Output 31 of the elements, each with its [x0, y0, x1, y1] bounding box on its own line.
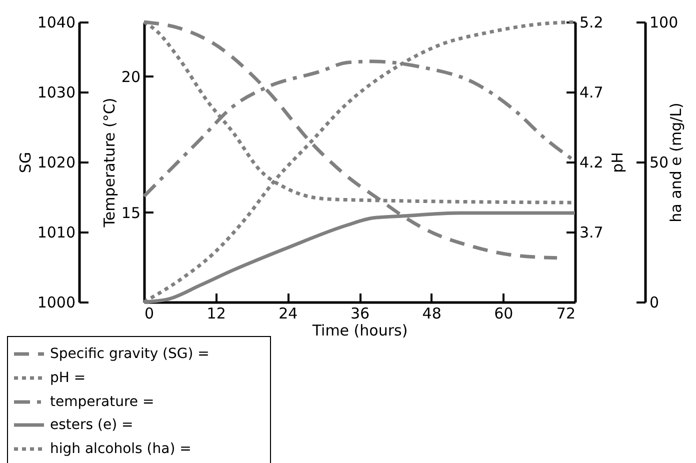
x-tick-label: 12: [206, 304, 226, 322]
y-axis-title: ha and e (mg/L): [667, 102, 686, 222]
x-tick-label: 72: [556, 304, 576, 322]
legend-label: esters (e) =: [50, 417, 134, 433]
y3-tick-label: 1030: [37, 84, 76, 102]
y2-tick-label: 4.7: [580, 84, 604, 102]
y-tick-label: 100: [650, 14, 678, 32]
x-tick-label: 60: [494, 304, 514, 322]
y3-axis-title: SG: [16, 152, 34, 174]
y3-tick-label: 1040: [37, 14, 76, 32]
y3-tick-label: 1010: [37, 224, 76, 242]
legend-label: Specific gravity (SG) =: [50, 346, 210, 362]
y-axis-title: Temperature (°C): [100, 98, 118, 228]
x-tick-label: 24: [278, 304, 298, 322]
y-tick-label: 0: [650, 294, 660, 312]
x-tick-label: 36: [350, 304, 370, 322]
y3-tick-label: 1020: [37, 154, 76, 172]
y2-tick-label: 5.2: [580, 14, 604, 32]
y-tick-label: 50: [650, 154, 669, 172]
y2-tick-label: 4.2: [580, 154, 604, 172]
x-tick-label: 0: [144, 304, 154, 322]
x-tick-label: 48: [422, 304, 442, 322]
legend-label: pH =: [50, 370, 86, 386]
x-axis-title: Time (hours): [311, 322, 408, 340]
y-tick-label: 20: [121, 68, 140, 86]
legend-label: temperature =: [50, 394, 154, 410]
legend-label: high alcohols (ha) =: [50, 441, 192, 457]
y3-tick-label: 1000: [37, 294, 76, 312]
y-tick-label: 15: [121, 204, 140, 222]
y2-axis-title: pH: [608, 152, 626, 173]
y2-tick-label: 3.7: [580, 224, 604, 242]
